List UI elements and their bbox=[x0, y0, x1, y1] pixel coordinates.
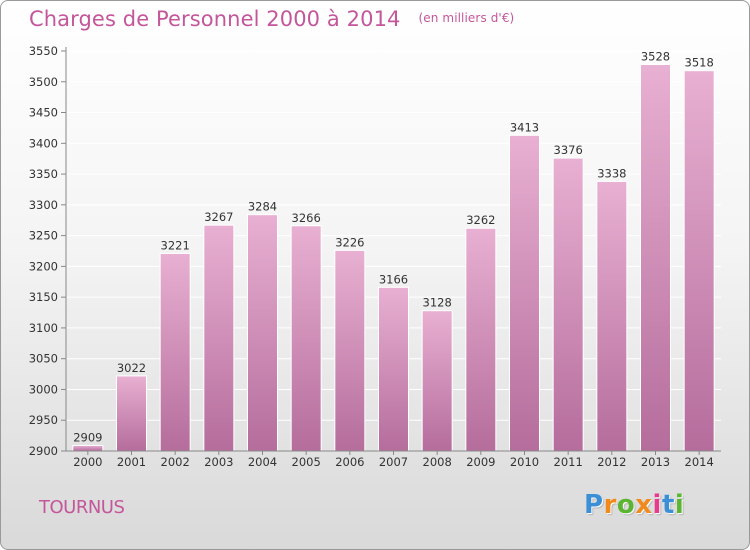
data-label: 3262 bbox=[466, 213, 495, 227]
data-label: 3518 bbox=[685, 56, 714, 70]
bar bbox=[640, 64, 671, 452]
y-tick-label: 3500 bbox=[29, 75, 58, 89]
x-tick-label: 2014 bbox=[685, 455, 714, 469]
commune-name: TOURNUS bbox=[39, 497, 125, 518]
data-label: 3226 bbox=[335, 235, 364, 249]
x-tick-label: 2008 bbox=[423, 455, 452, 469]
x-tick-label: 2003 bbox=[204, 455, 233, 469]
y-tick-label: 3550 bbox=[29, 44, 58, 58]
x-tick-label: 2002 bbox=[161, 455, 190, 469]
bar bbox=[334, 249, 366, 452]
y-tick-label: 2900 bbox=[29, 444, 58, 458]
y-tick-label: 3350 bbox=[29, 167, 58, 181]
x-tick-label: 2000 bbox=[73, 455, 102, 469]
bar bbox=[116, 375, 147, 452]
data-label: 3284 bbox=[248, 200, 277, 214]
data-label: 3413 bbox=[510, 120, 539, 134]
bar bbox=[465, 227, 497, 452]
x-tick-label: 2007 bbox=[379, 455, 408, 469]
bar bbox=[596, 180, 628, 452]
data-label: 2909 bbox=[73, 430, 102, 444]
bar bbox=[72, 444, 104, 452]
data-label: 3022 bbox=[117, 361, 146, 375]
x-tick-label: 2005 bbox=[292, 455, 321, 469]
bar bbox=[203, 224, 235, 452]
logo-letter: P bbox=[584, 490, 604, 520]
data-label: 3267 bbox=[204, 210, 233, 224]
y-tick-label: 3300 bbox=[29, 198, 58, 212]
y-tick-label: 3100 bbox=[29, 321, 58, 335]
logo-letter: i bbox=[674, 490, 685, 520]
y-tick-label: 3050 bbox=[29, 352, 58, 366]
data-label: 3338 bbox=[597, 166, 626, 180]
y-tick-label: 3200 bbox=[29, 259, 58, 273]
y-tick-label: 3400 bbox=[29, 136, 58, 150]
data-label: 3221 bbox=[161, 238, 190, 252]
x-tick-label: 2009 bbox=[466, 455, 495, 469]
bar bbox=[552, 157, 584, 452]
y-tick-label: 2950 bbox=[29, 413, 58, 427]
chart-subtitle: (en milliers d'€) bbox=[418, 11, 515, 25]
x-tick-label: 2001 bbox=[117, 455, 146, 469]
data-label: 3266 bbox=[292, 211, 321, 225]
bar bbox=[378, 286, 409, 452]
logo-letter: i bbox=[652, 490, 662, 520]
bar bbox=[159, 252, 191, 452]
title-text: Charges de Personnel 2000 à 2014 bbox=[29, 7, 401, 31]
x-tick-label: 2004 bbox=[248, 455, 277, 469]
logo-letter: t bbox=[661, 490, 675, 520]
x-tick-label: 2011 bbox=[554, 455, 583, 469]
bar bbox=[509, 134, 540, 452]
y-tick-label: 3250 bbox=[29, 229, 58, 243]
data-label: 3528 bbox=[641, 50, 670, 64]
logo-letter: x bbox=[635, 490, 653, 520]
x-tick-label: 2006 bbox=[335, 455, 364, 469]
bar bbox=[421, 310, 453, 452]
y-tick-label: 3150 bbox=[29, 290, 58, 304]
y-tick-label: 3450 bbox=[29, 106, 58, 120]
x-tick-label: 2013 bbox=[641, 455, 670, 469]
x-tick-label: 2012 bbox=[597, 455, 626, 469]
data-label: 3128 bbox=[423, 296, 452, 310]
x-tick-label: 2010 bbox=[510, 455, 539, 469]
logo-letter: r bbox=[603, 490, 617, 520]
chart-title: Charges de Personnel 2000 à 2014 (en mill… bbox=[29, 7, 514, 31]
y-tick-label: 3000 bbox=[29, 382, 58, 396]
proxiti-logo: Proxiti bbox=[584, 490, 684, 520]
bar bbox=[683, 70, 715, 452]
bar bbox=[247, 214, 278, 452]
data-label: 3376 bbox=[554, 143, 583, 157]
logo-letter: o bbox=[616, 490, 636, 520]
data-label: 3166 bbox=[379, 272, 408, 286]
bar bbox=[290, 225, 322, 452]
